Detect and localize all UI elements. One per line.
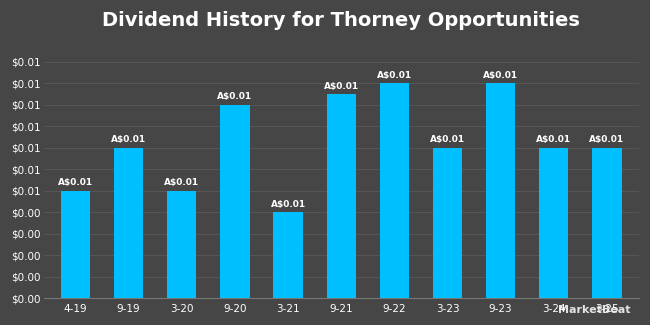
Text: A$0.01: A$0.01	[217, 92, 252, 101]
Text: A$0.01: A$0.01	[590, 136, 625, 144]
Text: A$0.01: A$0.01	[430, 136, 465, 144]
Title: Dividend History for Thorney Opportunities: Dividend History for Thorney Opportuniti…	[102, 11, 580, 30]
Bar	[486, 83, 515, 298]
Bar	[274, 212, 303, 298]
Text: A$0.01: A$0.01	[58, 178, 93, 188]
Text: A$0.01: A$0.01	[270, 200, 306, 209]
Bar	[61, 191, 90, 298]
Text: A$0.01: A$0.01	[164, 178, 200, 188]
Text: A$0.01: A$0.01	[483, 71, 518, 80]
Text: A$0.01: A$0.01	[536, 136, 571, 144]
Text: A$0.01: A$0.01	[111, 136, 146, 144]
Text: A$0.01: A$0.01	[377, 71, 412, 80]
Bar	[114, 148, 143, 298]
Bar	[326, 94, 356, 298]
Bar	[380, 83, 409, 298]
Bar	[592, 148, 621, 298]
Text: MarketBeat: MarketBeat	[558, 305, 630, 315]
Text: A$0.01: A$0.01	[324, 82, 359, 91]
Bar	[540, 148, 569, 298]
Bar	[220, 105, 250, 298]
Bar	[433, 148, 462, 298]
Bar	[167, 191, 196, 298]
